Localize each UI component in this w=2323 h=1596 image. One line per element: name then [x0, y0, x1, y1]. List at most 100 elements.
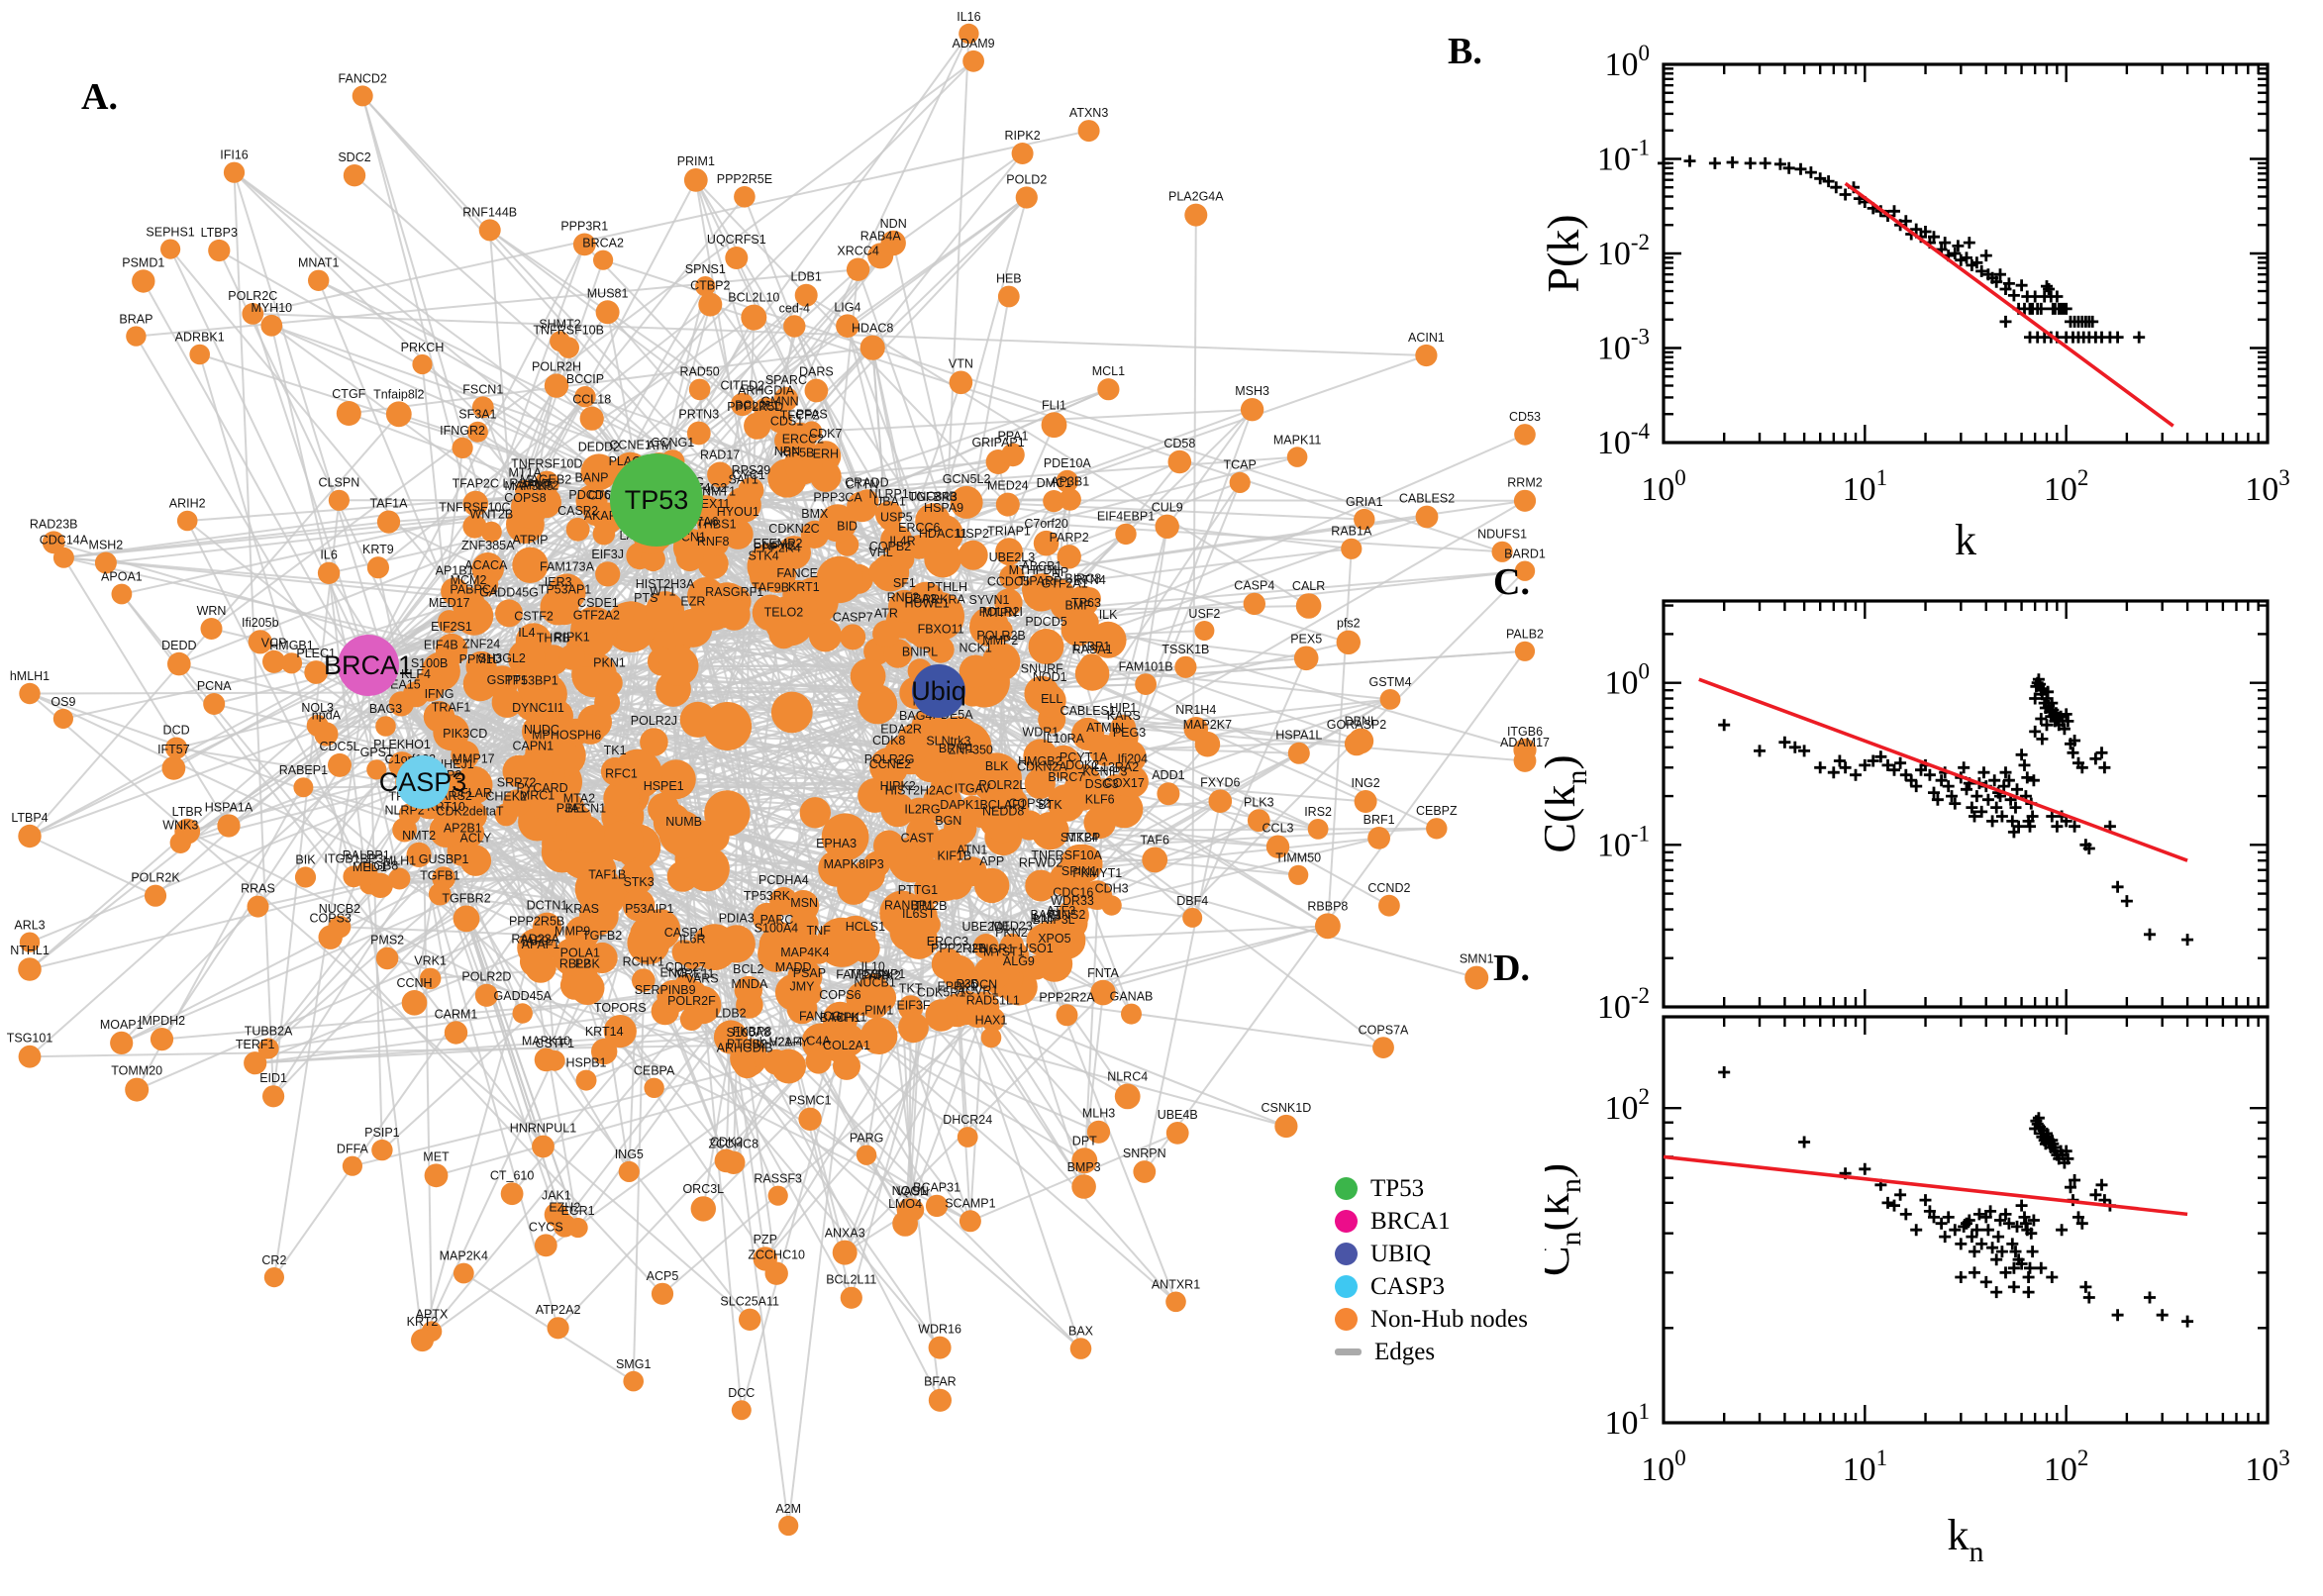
- network-node: [767, 1185, 788, 1206]
- node-label: UBA1: [873, 495, 906, 509]
- node-label: TAF1A: [370, 497, 409, 511]
- node-label: MAP2K7: [1183, 718, 1232, 732]
- network-node: [1293, 646, 1319, 671]
- network-node: [731, 392, 755, 417]
- node-label: PEG3: [1113, 726, 1146, 740]
- network-node: [987, 812, 1019, 844]
- node-label: ced-4: [779, 301, 810, 315]
- node-label: HYOU1: [717, 505, 759, 519]
- node-label: UBE2D1: [961, 920, 1010, 934]
- node-label: BCL2L10: [728, 291, 779, 305]
- node-label: WNK3: [162, 819, 198, 833]
- node-label: CDC14A: [40, 534, 89, 548]
- node-label: DAPK1: [940, 798, 980, 812]
- node-label: THRB: [537, 631, 570, 645]
- network-node: [789, 910, 819, 940]
- network-node: [1513, 738, 1537, 762]
- network-node: [632, 968, 656, 992]
- node-label: PPM1D: [459, 652, 502, 666]
- node-label: PPP2R4: [754, 542, 801, 555]
- network-node: [160, 239, 181, 259]
- network-node: [959, 23, 979, 45]
- node-label: CABLES1: [1060, 704, 1116, 718]
- network-node: [579, 406, 604, 431]
- node-label: CDH3: [1095, 881, 1129, 895]
- network-node: [959, 654, 992, 688]
- network-node: [401, 990, 428, 1016]
- network-node: [564, 916, 600, 951]
- node-label: ANTXR1: [1152, 1278, 1200, 1292]
- network-node: [1121, 1003, 1142, 1025]
- node-label: TNFRSF10B: [533, 323, 604, 337]
- network-node: [688, 378, 711, 401]
- network-node: [840, 1286, 862, 1309]
- network-node: [1086, 1120, 1111, 1144]
- node-label: KARS: [1107, 709, 1141, 723]
- network-graph: ARL3 BANP TAF9B npdA ALG9 MAGEB2 DHCR24 CDC14A T…: [7, 10, 1550, 1537]
- node-label: VHL: [868, 546, 892, 559]
- network-node: [1114, 1083, 1141, 1110]
- node-label: CEBPZ: [1416, 804, 1458, 818]
- network-node: [1047, 784, 1085, 822]
- node-label: DCTN1: [527, 899, 568, 913]
- network-node: [336, 401, 361, 426]
- node-label: DBF4: [1176, 894, 1208, 908]
- network-node: [1165, 1122, 1189, 1145]
- node-label: RFWD2: [1019, 856, 1062, 870]
- node-label: PKN1: [593, 656, 626, 670]
- axis-ticks: [1662, 62, 2270, 445]
- node-label: SPNS1: [685, 262, 726, 276]
- network-node: [888, 589, 921, 623]
- network-node: [257, 1038, 279, 1059]
- node-label: KRT2: [407, 1315, 439, 1329]
- node-label: PARG: [850, 1132, 884, 1146]
- node-label: EIF2S1: [431, 620, 472, 634]
- node-label: SCAMP1: [945, 1196, 995, 1210]
- node-label: HIPK1: [831, 1010, 866, 1024]
- node-label: DCN: [970, 978, 997, 992]
- node-label: TP53RK: [744, 889, 791, 903]
- network-node: [515, 687, 549, 722]
- node-label: ATXN3: [1069, 106, 1108, 120]
- node-label: CDK7: [809, 427, 842, 441]
- network-node: [328, 489, 350, 511]
- network-node: [110, 1031, 134, 1054]
- network-node: [683, 168, 708, 192]
- node-label: MAP3K5: [505, 479, 554, 493]
- node-label: PEX5: [1290, 633, 1322, 647]
- legend-swatch-ubiq: [1335, 1243, 1358, 1265]
- node-label: SLNtrk3: [926, 735, 970, 748]
- node-label: FANCG: [799, 1010, 842, 1024]
- node-label: GADD45A: [494, 989, 553, 1003]
- network-node: [1367, 827, 1390, 849]
- network-node: [758, 554, 797, 593]
- node-label: CCL3: [1262, 822, 1294, 836]
- network-node: [262, 1085, 285, 1108]
- network-node: [675, 544, 704, 572]
- network-node: [441, 577, 469, 606]
- node-label: DSG3: [1085, 777, 1119, 791]
- network-node: [1243, 592, 1266, 616]
- node-label: IL4: [518, 626, 535, 640]
- node-label: NCK1: [960, 642, 992, 655]
- node-label: TRAF1: [432, 701, 471, 715]
- node-label: ATP2A2: [536, 1303, 581, 1317]
- node-label: OS9: [50, 695, 75, 709]
- network-node: [785, 459, 809, 482]
- network-node: [1033, 684, 1066, 718]
- network-node: [988, 620, 1011, 643]
- node-label: IRS2: [1304, 805, 1332, 819]
- node-label: RNF8: [697, 535, 730, 549]
- node-label: IL16: [957, 10, 980, 24]
- node-label: RBL2: [559, 957, 590, 971]
- node-label: GRIPAP1: [971, 436, 1024, 449]
- node-label: LTBR: [172, 805, 203, 819]
- node-label: FAM175A: [836, 967, 891, 981]
- node-label: POLD2: [1006, 172, 1047, 186]
- network-node: [512, 1003, 533, 1024]
- y-tick-label: 10-3: [1597, 325, 1650, 367]
- hub-node-brca1: [338, 635, 399, 696]
- network-node: [962, 50, 984, 72]
- network-node: [718, 598, 751, 631]
